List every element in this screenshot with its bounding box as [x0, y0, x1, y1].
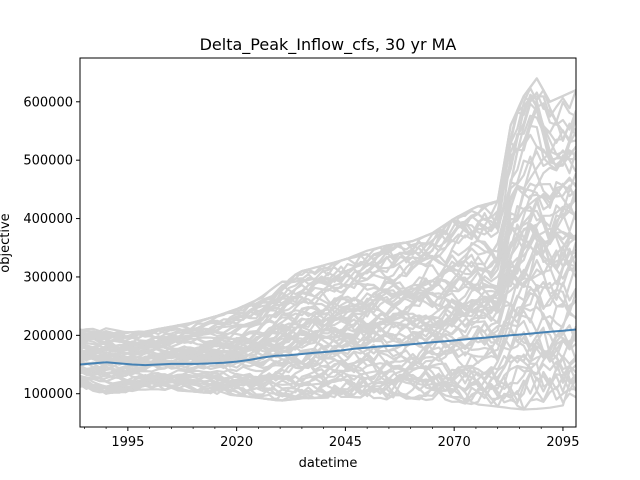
y-axis: 100000 200000 300000 400000 500000 600000 — [23, 95, 80, 402]
ensemble-line — [80, 88, 576, 340]
x-tick-label: 2045 — [329, 435, 362, 450]
plot-frame — [79, 57, 577, 428]
y-tick-label: 200000 — [23, 329, 73, 344]
chart-title: Delta_Peak_Inflow_cfs, 30 yr MA — [200, 35, 457, 55]
x-tick-label: 2020 — [220, 435, 253, 450]
y-tick-label: 600000 — [23, 95, 73, 110]
median-line-group — [80, 328, 576, 367]
y-tick-label: 100000 — [23, 387, 73, 402]
ensemble-line — [80, 178, 576, 362]
ensemble-line — [80, 176, 576, 351]
median-line — [80, 328, 576, 367]
ensemble-line — [80, 299, 576, 376]
ensemble-line — [80, 150, 576, 347]
ensemble-line — [80, 172, 576, 354]
ensemble-line — [80, 206, 576, 366]
x-axis: 1995 2020 2045 2070 2095 — [84, 427, 579, 450]
x-tick-label: 2095 — [546, 435, 579, 450]
ensemble-line — [80, 375, 576, 411]
ensemble-line — [80, 91, 576, 338]
x-tick-label: 1995 — [111, 435, 144, 450]
ensemble-line — [80, 368, 576, 402]
ensemble-line — [80, 371, 576, 411]
ensemble-line — [80, 325, 576, 385]
ensemble-line — [80, 155, 576, 355]
x-axis-label: datetime — [299, 456, 358, 471]
y-tick-label: 500000 — [23, 154, 73, 169]
y-tick-label: 400000 — [23, 212, 73, 227]
ensemble-line — [80, 145, 576, 356]
y-axis-label: objective — [0, 213, 13, 272]
y-tick-label: 300000 — [23, 270, 73, 285]
x-tick-label: 2070 — [438, 435, 471, 450]
ensemble-lines — [80, 77, 576, 411]
